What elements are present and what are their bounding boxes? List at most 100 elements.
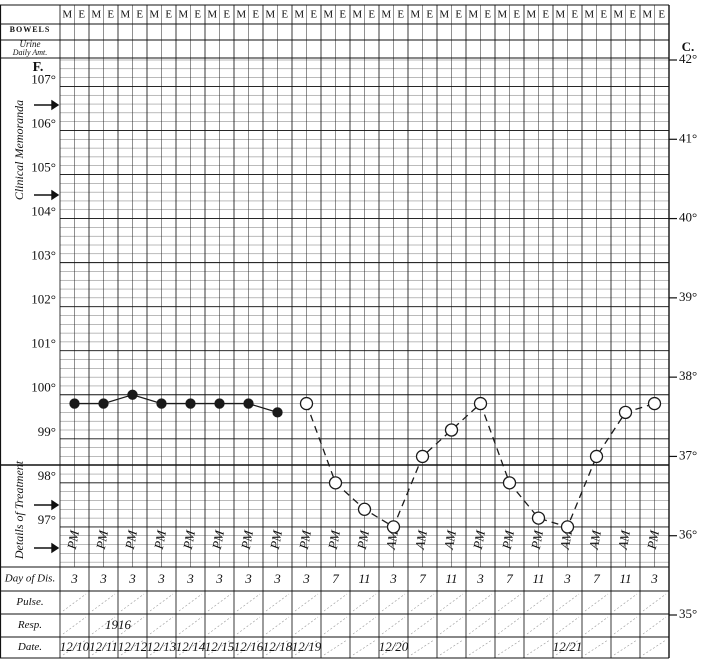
section-label: Clinical Memoranda (12, 100, 26, 200)
date-label: 12/15 (205, 639, 235, 654)
shift-label: E (194, 9, 201, 21)
cell-slash (613, 616, 638, 635)
temperature-point (589, 449, 604, 464)
shift-label: E (600, 9, 607, 21)
cell-slash (62, 616, 87, 635)
day-of-disease: 3 (128, 571, 136, 586)
date-label: 12/11 (89, 639, 118, 654)
day-of-disease: 3 (302, 571, 310, 586)
shift-label: M (91, 9, 101, 21)
urine-label: Daily Amt. (12, 48, 48, 57)
cell-slash (62, 639, 87, 656)
day-of-disease: 7 (332, 571, 339, 586)
day-of-disease: 11 (532, 571, 544, 586)
y2-tick-label: 37° (679, 447, 697, 462)
shift-label: E (571, 9, 578, 21)
temperature-point (618, 405, 633, 420)
cell-slash (178, 593, 203, 612)
cell-slash (613, 639, 638, 656)
period-label: PM (470, 528, 488, 551)
cell-slash (236, 593, 261, 612)
shift-label: E (339, 9, 346, 21)
cell-slash (294, 639, 319, 656)
temperature-point (386, 520, 401, 534)
cell-slash (439, 593, 464, 612)
shift-label: M (352, 9, 362, 21)
day-of-disease: 7 (593, 571, 600, 586)
period-label: PM (93, 528, 111, 551)
y-tick-label: 102° (31, 292, 56, 307)
cell-slash (584, 593, 609, 612)
shift-label: E (281, 9, 288, 21)
cell-slash (410, 639, 435, 656)
cell-slash (497, 639, 522, 656)
period-label: PM (528, 528, 546, 551)
temperature-point (272, 407, 283, 418)
day-of-disease: 3 (563, 571, 571, 586)
temperature-point (502, 476, 517, 490)
shift-label: E (484, 9, 491, 21)
cell-slash (120, 639, 145, 656)
shift-label: E (629, 9, 636, 21)
shift-label: M (207, 9, 217, 21)
resp-note: 1916 (105, 617, 132, 632)
y-tick-label: 101° (31, 336, 56, 351)
cell-slash (555, 616, 580, 635)
shift-label: E (426, 9, 433, 21)
cell-slash (149, 639, 174, 656)
temperature-point (560, 520, 575, 534)
day-of-disease: 3 (244, 571, 252, 586)
shift-label: M (439, 9, 449, 21)
y-unit: F. (33, 60, 44, 75)
cell-slash (526, 616, 551, 635)
period-label: PM (354, 528, 372, 551)
shift-label: E (107, 9, 114, 21)
row-label: Pulse. (15, 596, 43, 608)
cell-slash (236, 639, 261, 656)
date-label: 12/16 (234, 639, 264, 654)
shift-label: E (455, 9, 462, 21)
day-of-disease: 11 (445, 571, 457, 586)
cell-slash (381, 616, 406, 635)
y-tick-label: 106° (31, 115, 56, 130)
y2-tick-label: 42° (679, 51, 697, 66)
temperature-point (214, 398, 225, 409)
temperature-point (243, 398, 254, 409)
day-of-disease: 3 (186, 571, 194, 586)
temperature-point (185, 398, 196, 409)
shift-label: M (555, 9, 565, 21)
cell-slash (323, 616, 348, 635)
day-of-disease: 3 (215, 571, 223, 586)
temperature-point (415, 449, 430, 464)
cell-slash (91, 593, 116, 612)
cell-slash (352, 616, 377, 635)
date-label: 12/10 (60, 639, 90, 654)
cell-slash (642, 616, 667, 635)
cell-slash (555, 593, 580, 612)
cell-slash (381, 593, 406, 612)
shift-label: M (178, 9, 188, 21)
cell-slash (613, 593, 638, 612)
temperature-point (444, 423, 459, 437)
y-tick-label: 100° (31, 380, 56, 395)
cell-slash (178, 639, 203, 656)
shift-label: M (410, 9, 420, 21)
shift-label: M (265, 9, 275, 21)
shift-label: M (497, 9, 507, 21)
cell-slash (468, 639, 493, 656)
cell-slash (468, 593, 493, 612)
shift-label: E (136, 9, 143, 21)
cell-slash (120, 593, 145, 612)
day-of-disease: 3 (389, 571, 397, 586)
y2-unit: C. (682, 39, 695, 54)
y2-tick-label: 36° (679, 527, 697, 542)
cell-slash (265, 593, 290, 612)
temperature-point (156, 398, 167, 409)
period-label: PM (325, 528, 343, 551)
cell-slash (584, 639, 609, 656)
cell-slash (642, 639, 667, 656)
period-label: PM (238, 528, 256, 551)
cell-slash (526, 639, 551, 656)
date-label: 12/14 (176, 639, 206, 654)
